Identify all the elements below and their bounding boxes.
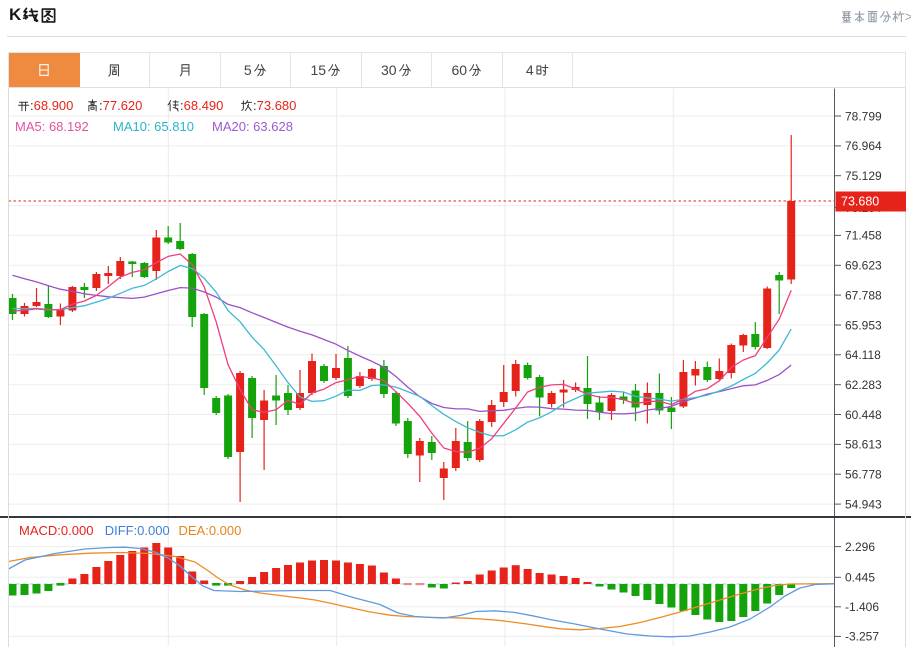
svg-text:60.448: 60.448 bbox=[845, 408, 882, 422]
svg-text:2.296: 2.296 bbox=[845, 540, 875, 554]
svg-text:56.778: 56.778 bbox=[845, 468, 882, 482]
svg-text:0.445: 0.445 bbox=[845, 571, 875, 585]
svg-text:64.118: 64.118 bbox=[845, 348, 881, 362]
svg-text:73.680: 73.680 bbox=[841, 195, 879, 209]
svg-text:78.799: 78.799 bbox=[845, 109, 882, 123]
svg-text:-3.257: -3.257 bbox=[845, 630, 879, 644]
svg-text:62.283: 62.283 bbox=[845, 378, 882, 392]
svg-text:69.623: 69.623 bbox=[845, 259, 882, 273]
svg-text:67.788: 67.788 bbox=[845, 288, 882, 302]
svg-text:54.943: 54.943 bbox=[845, 497, 882, 511]
svg-text:75.129: 75.129 bbox=[845, 169, 882, 183]
svg-text:76.964: 76.964 bbox=[845, 139, 882, 153]
svg-text:58.613: 58.613 bbox=[845, 438, 882, 452]
svg-text:71.458: 71.458 bbox=[845, 229, 882, 243]
svg-text:65.953: 65.953 bbox=[845, 318, 882, 332]
svg-text:-1.406: -1.406 bbox=[845, 600, 879, 614]
